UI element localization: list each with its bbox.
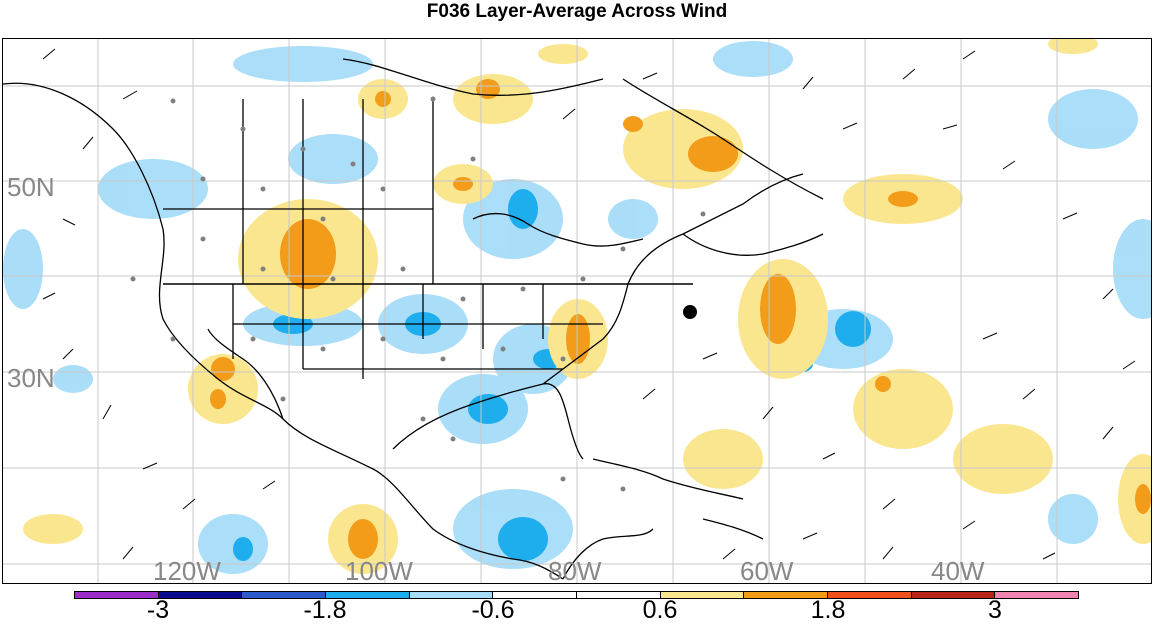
map-panel[interactable]: 50N 30N 120W 100W 80W 60W 40W: [2, 38, 1152, 584]
colorbar-segment: [75, 592, 159, 598]
colorbar-label: -0.6: [471, 596, 515, 624]
colorbar-label: -3: [146, 596, 170, 624]
colorbar-label: 3: [988, 596, 1002, 624]
map-title: F036 Layer-Average Across Wind: [426, 1, 728, 22]
lon-label-40w: 40W: [931, 556, 985, 584]
colorbar: [74, 591, 1079, 599]
colorbar-segment: [158, 592, 243, 598]
colorbar-segment: [242, 592, 327, 598]
colorbar-segment: [409, 592, 494, 598]
colorbar-segment: [744, 592, 829, 598]
lon-label-120w: 120W: [153, 556, 221, 584]
wind-barbs: [42, 48, 1136, 560]
map-canvas: [3, 39, 1151, 583]
graticule: [3, 39, 1151, 583]
colorbar-segment: [828, 592, 912, 598]
colorbar-segment: [577, 592, 661, 598]
lon-label-100w: 100W: [345, 556, 413, 584]
lat-label-30n: 30N: [7, 363, 55, 393]
station-dots: [130, 96, 706, 492]
colorbar-segment: [660, 592, 745, 598]
lon-label-60w: 60W: [740, 556, 794, 584]
colorbar-segment: [995, 592, 1079, 598]
colorbar-segment: [326, 592, 410, 598]
location-marker: [683, 305, 697, 319]
coastlines: [3, 58, 824, 580]
colorbar-segment: [911, 592, 996, 598]
colorbar-label: 0.6: [642, 596, 678, 624]
colorbar-label: -1.8: [303, 596, 347, 624]
lat-label-50n: 50N: [7, 172, 55, 202]
colorbar-segment: [493, 592, 578, 598]
anomaly-shading: [3, 39, 1151, 574]
lon-label-80w: 80W: [548, 556, 602, 584]
colorbar-label: 1.8: [810, 596, 846, 624]
